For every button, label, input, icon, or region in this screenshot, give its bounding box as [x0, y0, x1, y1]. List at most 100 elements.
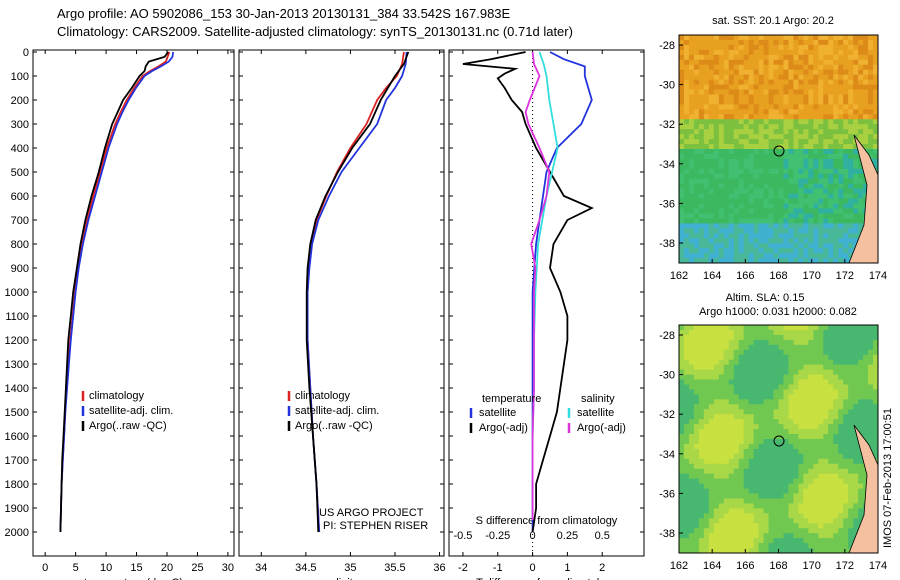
map-cell — [703, 129, 710, 135]
map-cell — [703, 463, 710, 470]
map-cell — [743, 354, 750, 361]
map-cell — [703, 508, 710, 514]
map-cell — [788, 463, 794, 470]
map-cell — [793, 54, 799, 61]
map-cell — [703, 419, 710, 425]
map-cell — [758, 334, 765, 341]
map-cell — [788, 213, 794, 219]
map-cell — [679, 163, 685, 170]
map-cell — [778, 39, 784, 46]
map-cell — [758, 54, 765, 61]
map-x-tick-label: 162 — [670, 560, 688, 572]
map-cell — [788, 439, 794, 445]
map-cell — [728, 104, 735, 110]
map-cell — [693, 104, 700, 110]
map-cell — [708, 59, 715, 66]
map-cell — [778, 533, 784, 539]
map-cell — [753, 359, 760, 366]
map-cell — [718, 533, 725, 539]
map-cell — [698, 109, 705, 115]
map-cell — [818, 208, 824, 214]
map-cell — [738, 359, 745, 366]
map-cell — [679, 134, 685, 140]
map-cell — [743, 94, 750, 100]
map-cell — [768, 188, 775, 195]
map-cell — [733, 513, 740, 519]
map-cell — [743, 439, 750, 445]
map-cell — [753, 144, 760, 150]
map-cell — [833, 409, 839, 415]
map-cell — [823, 463, 829, 470]
map-cell — [813, 329, 819, 336]
map-cell — [853, 218, 859, 224]
map-cell — [828, 543, 834, 549]
map-cell — [748, 178, 755, 185]
map-cell — [693, 258, 700, 263]
map-cell — [803, 173, 809, 180]
map-cell — [808, 414, 814, 420]
map-cell — [683, 54, 690, 61]
map-cell — [743, 198, 750, 205]
x-tick-label: 20 — [161, 562, 173, 574]
map-cell — [683, 443, 690, 450]
map-cell — [793, 424, 799, 430]
map-cell — [768, 523, 775, 529]
s-axis-label: S difference from climatology — [476, 515, 618, 527]
map-cell — [813, 359, 819, 366]
map-cell — [798, 188, 804, 195]
map-cell — [753, 168, 760, 175]
map-cell — [723, 339, 730, 346]
map-cell — [763, 518, 770, 524]
map-cell — [698, 463, 705, 470]
map-cell — [793, 488, 799, 495]
map-cell — [718, 389, 725, 395]
map-cell — [688, 518, 695, 524]
map-cell — [728, 543, 735, 549]
map-cell — [748, 533, 755, 539]
map-cell — [848, 64, 854, 71]
map-cell — [748, 49, 755, 56]
map-cell — [738, 89, 745, 95]
map-cell — [823, 35, 829, 41]
map-cell — [723, 39, 730, 46]
map-cell — [773, 548, 779, 553]
map-cell — [679, 498, 685, 504]
map-cell — [768, 508, 775, 514]
map-cell — [813, 84, 819, 91]
map-cell — [713, 84, 720, 91]
map-cell — [743, 183, 750, 190]
map-cell — [738, 329, 745, 336]
map-cell — [778, 483, 784, 490]
map-cell — [743, 163, 750, 170]
map-cell — [713, 193, 720, 200]
map-cell — [763, 208, 770, 214]
map-cell — [713, 243, 720, 249]
map-cell — [858, 99, 864, 105]
map-cell — [743, 414, 750, 420]
map-cell — [783, 243, 789, 249]
map-cell — [718, 523, 725, 529]
map-cell — [683, 334, 690, 341]
map-cell — [743, 404, 750, 410]
map-cell — [688, 493, 695, 499]
map-cell — [813, 379, 819, 385]
map-cell — [733, 163, 740, 170]
map-cell — [868, 114, 874, 120]
map-cell — [823, 104, 829, 110]
map-cell — [808, 518, 814, 524]
map-cell — [848, 59, 854, 66]
map-cell — [748, 508, 755, 514]
map-cell — [748, 203, 755, 209]
map-cell — [793, 419, 799, 425]
series-line-1 — [59, 51, 174, 533]
map-cell — [823, 478, 829, 485]
map-cell — [813, 79, 819, 86]
x-tick-label: 25 — [191, 562, 203, 574]
map-cell — [853, 508, 859, 514]
map-cell — [788, 448, 794, 455]
map-cell — [713, 218, 720, 224]
map-cell — [828, 99, 834, 105]
map-cell — [778, 429, 784, 435]
map-cell — [818, 183, 824, 190]
map-cell — [783, 119, 789, 125]
